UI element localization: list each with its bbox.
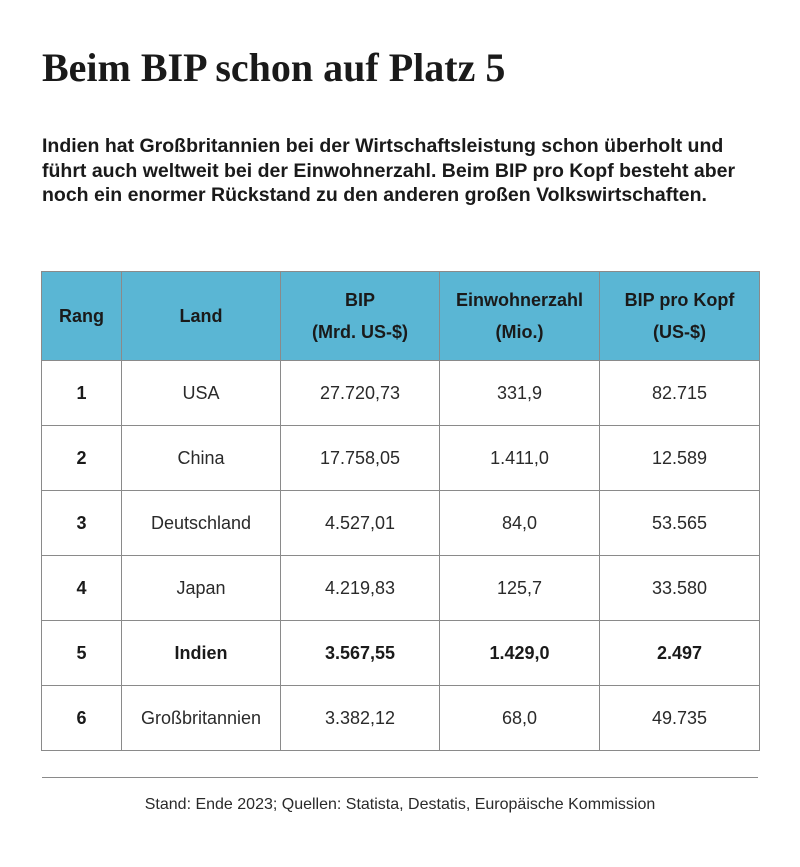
gdp-table: Rang Land BIP (Mrd. US-$) Einwohnerzahl … [41, 271, 760, 751]
cell-rank: 1 [41, 360, 122, 426]
cell-gdp-per-capita: 82.715 [599, 360, 760, 426]
header-gdp: BIP (Mrd. US-$) [280, 271, 440, 361]
table-row: 1 USA 27.720,73 331,9 82.715 [41, 360, 760, 426]
cell-gdp-per-capita: 49.735 [599, 685, 760, 751]
cell-population: 1.429,0 [439, 620, 600, 686]
cell-rank: 5 [41, 620, 122, 686]
table-header: Rang Land BIP (Mrd. US-$) Einwohnerzahl … [41, 271, 760, 361]
source-note: Stand: Ende 2023; Quellen: Statista, Des… [144, 796, 656, 813]
header-gdp-label: BIP [344, 290, 375, 310]
header-country: Land [121, 271, 281, 361]
divider [42, 777, 758, 778]
table-body: 1 USA 27.720,73 331,9 82.715 2 China 17.758,05 1… [41, 360, 760, 751]
cell-population: 68,0 [439, 685, 600, 751]
cell-gdp-per-capita: 53.565 [599, 490, 760, 556]
header-gdp-per-capita-unit: (US-$) [653, 322, 706, 342]
header-gdp-per-capita-label: BIP pro Kopf [624, 290, 735, 310]
table-row: 5 Indien 3.567,55 1.429,0 2.497 [41, 620, 760, 686]
cell-country: Japan [121, 555, 281, 621]
cell-gdp-per-capita: 2.497 [599, 620, 760, 686]
cell-population: 1.411,0 [439, 425, 600, 491]
table-header-row: Rang Land BIP (Mrd. US-$) Einwohnerzahl … [41, 271, 760, 361]
cell-population: 331,9 [439, 360, 600, 426]
intro-text: Indien hat Großbritannien bei der Wirtsc… [42, 135, 736, 206]
header-gdp-per-capita: BIP pro Kopf (US-$) [599, 271, 760, 361]
cell-rank: 6 [41, 685, 122, 751]
cell-gdp: 3.567,55 [280, 620, 440, 686]
cell-country: Deutschland [121, 490, 281, 556]
table-row: 3 Deutschland 4.527,01 84,0 53.565 [41, 490, 760, 556]
cell-country: Indien [121, 620, 281, 686]
cell-gdp: 17.758,05 [280, 425, 440, 491]
cell-country: Großbritannien [121, 685, 281, 751]
header-rank: Rang [41, 271, 122, 361]
header-gdp-unit: (Mrd. US-$) [312, 322, 408, 342]
page-title: Beim BIP schon auf Platz 5 [42, 45, 506, 90]
cell-country: China [121, 425, 281, 491]
header-population-label: Einwohnerzahl [455, 290, 583, 310]
cell-population: 125,7 [439, 555, 600, 621]
cell-gdp-per-capita: 33.580 [599, 555, 760, 621]
cell-rank: 2 [41, 425, 122, 491]
cell-country: USA [121, 360, 281, 426]
table-row: 6 Großbritannien 3.382,12 68,0 49.735 [41, 685, 760, 751]
header-population: Einwohnerzahl (Mio.) [439, 271, 600, 361]
header-population-unit: (Mio.) [495, 322, 544, 342]
cell-gdp: 27.720,73 [280, 360, 440, 426]
cell-population: 84,0 [439, 490, 600, 556]
cell-gdp: 4.527,01 [280, 490, 440, 556]
cell-gdp: 4.219,83 [280, 555, 440, 621]
table-row: 4 Japan 4.219,83 125,7 33.580 [41, 555, 760, 621]
cell-rank: 3 [41, 490, 122, 556]
cell-gdp: 3.382,12 [280, 685, 440, 751]
cell-rank: 4 [41, 555, 122, 621]
table-row: 2 China 17.758,05 1.411,0 12.589 [41, 425, 760, 491]
cell-gdp-per-capita: 12.589 [599, 425, 760, 491]
